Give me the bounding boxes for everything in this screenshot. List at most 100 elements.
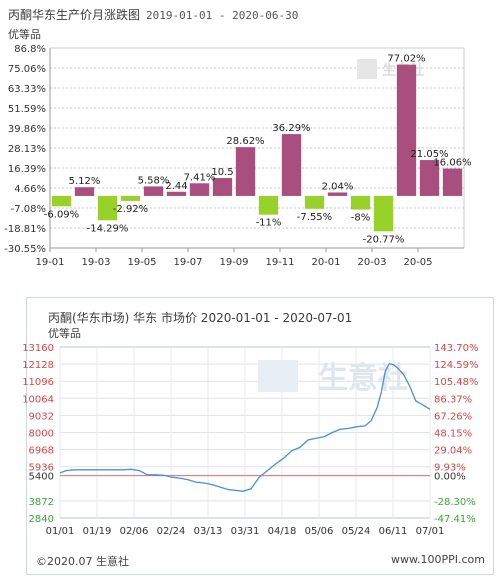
footer-website-link[interactable]: www.100PPI.com xyxy=(391,553,485,566)
x-tick-label: 19-11 xyxy=(265,257,294,268)
x-tick-label: 06/11 xyxy=(379,526,408,537)
bar xyxy=(396,64,417,196)
y-tick-label: 16.39% xyxy=(8,164,46,175)
right-y-tick-label: -47.41% xyxy=(434,514,476,525)
x-tick-label: 20-05 xyxy=(403,257,432,268)
right-y-tick-label: -28.30% xyxy=(434,497,476,508)
bar xyxy=(327,192,348,196)
bar-value-label: 7.41% xyxy=(184,172,216,183)
right-y-tick-label: 124.59% xyxy=(434,360,479,371)
bar xyxy=(166,191,187,196)
left-y-tick-label: 5936 xyxy=(29,463,54,474)
chart1-data-labels: -6.09% 5.12% -14.29% -2.92% 5.58%2.447.41%10… xyxy=(44,54,472,246)
bar-value-label: 5.58% xyxy=(138,175,170,186)
right-y-tick-label: 48.15% xyxy=(434,429,472,440)
right-y-tick-label: 143.70% xyxy=(434,343,479,354)
bar xyxy=(97,195,118,221)
chart2-subtitle: 优等品 xyxy=(48,327,81,340)
chart2-right-axis: 143.70% 124.59% 105.48% 86.37% 67.26% 48.15% 2… xyxy=(434,343,479,525)
x-tick-label: 20-01 xyxy=(311,257,340,268)
x-tick-label: 02/06 xyxy=(120,526,149,537)
x-tick-label: 20-03 xyxy=(357,257,386,268)
x-tick-label: 02/24 xyxy=(157,526,186,537)
left-y-tick-label: 10064 xyxy=(22,394,54,405)
x-tick-label: 04/18 xyxy=(268,526,297,537)
chart2-x-axis: 01/01 01/19 02/06 02/24 03/13 03/31 04/18 05/06… xyxy=(46,526,445,537)
watermark-logo-icon xyxy=(258,360,298,392)
left-y-tick-label: 6968 xyxy=(29,446,54,457)
chart1-title-text: 丙酮华东生产价月涨跌图 xyxy=(8,8,141,22)
bar xyxy=(281,134,302,196)
chart1-grid xyxy=(49,47,465,249)
y-tick-label: -18.81% xyxy=(4,224,46,235)
monthly-change-bar-chart: 生意社 -6.09%5.12%-14.29%-2.92%5.58%2.447.4… xyxy=(4,44,472,268)
price-series-line xyxy=(59,362,431,492)
bar-value-label: -14.29% xyxy=(87,223,129,234)
y-tick-label: 39.86% xyxy=(8,124,46,135)
x-tick-label: 07/01 xyxy=(416,526,445,537)
x-tick-label: 19-07 xyxy=(173,257,202,268)
bar-value-label: 2.04% xyxy=(322,181,354,192)
bar xyxy=(350,195,371,210)
y-tick-label: -7.08% xyxy=(11,204,46,215)
bar-value-label: 28.62% xyxy=(226,136,264,147)
x-tick-label: 05/24 xyxy=(342,526,371,537)
bar xyxy=(419,160,440,196)
right-y-tick-label: 0.00% xyxy=(434,472,466,483)
bar-value-label: 77.02% xyxy=(387,54,425,65)
y-tick-label: 86.8% xyxy=(14,44,46,55)
chart1-date-range: 2019-01-01 - 2020-06-30 xyxy=(146,9,299,22)
chart2-price-line xyxy=(59,362,431,492)
bar xyxy=(143,186,164,196)
right-y-tick-label: 67.26% xyxy=(434,411,472,422)
bar-value-label: -8% xyxy=(351,213,370,224)
right-y-tick-label: 86.37% xyxy=(434,394,472,405)
left-y-tick-label: 8000 xyxy=(29,429,54,440)
x-tick-label: 01/19 xyxy=(83,526,112,537)
y-tick-label: 75.06% xyxy=(8,64,46,75)
bar xyxy=(442,168,463,196)
watermark-logo-icon xyxy=(357,59,377,79)
left-y-tick-label: 3872 xyxy=(29,497,54,508)
watermark-text: 生意社 xyxy=(318,361,408,396)
chart2-title: 丙酮(华东市场) 华东 市场价 2020-01-01 - 2020-07-01 xyxy=(48,311,353,325)
chart2-frame xyxy=(26,297,494,575)
bar-value-label: -7.55% xyxy=(297,212,332,223)
x-tick-label: 19-05 xyxy=(127,257,156,268)
y-tick-label: 63.33% xyxy=(8,84,46,95)
left-y-tick-label: 13160 xyxy=(22,343,54,354)
x-tick-label: 03/31 xyxy=(231,526,260,537)
y-tick-label: 28.13% xyxy=(8,144,46,155)
right-y-tick-label: 105.48% xyxy=(434,377,479,388)
x-tick-label: 19-01 xyxy=(35,257,64,268)
footer-copyright: ©2020.07 生意社 xyxy=(36,555,129,568)
bar xyxy=(120,195,141,201)
bar xyxy=(212,178,233,196)
bar-value-label: 21.05% xyxy=(410,149,448,160)
bar xyxy=(373,195,394,232)
x-tick-label: 01/01 xyxy=(46,526,75,537)
bar xyxy=(51,195,72,207)
bar-value-label: 16.06% xyxy=(433,158,471,169)
left-y-tick-label: 9032 xyxy=(29,411,54,422)
bar-value-label: -20.77% xyxy=(363,234,405,245)
bar-value-label: -6.09% xyxy=(44,209,79,220)
x-tick-label: 05/06 xyxy=(305,526,334,537)
bar-value-label: -11% xyxy=(256,218,282,229)
chart2-left-axis: 13160 12128 11096 10064 9032 8000 6968 59365400… xyxy=(22,343,54,525)
chart1-x-axis: 19-01 19-03 19-05 19-07 19-09 19-11 20-01 20-03… xyxy=(35,248,433,268)
bar-value-label: 2.44 xyxy=(165,181,187,192)
bar-value-label: -2.92% xyxy=(113,204,148,215)
bar xyxy=(258,195,279,215)
bar-value-label: 10.5 xyxy=(211,167,233,178)
x-tick-label: 19-03 xyxy=(81,257,110,268)
bar xyxy=(189,183,210,196)
bar xyxy=(304,195,325,209)
x-tick-label: 03/13 xyxy=(194,526,223,537)
y-tick-label: -30.55% xyxy=(4,244,46,255)
right-y-tick-label: 29.04% xyxy=(434,446,472,457)
x-tick-label: 19-09 xyxy=(219,257,248,268)
chart2-watermark: 生意社 xyxy=(258,360,408,396)
left-y-tick-label: 11096 xyxy=(22,377,54,388)
